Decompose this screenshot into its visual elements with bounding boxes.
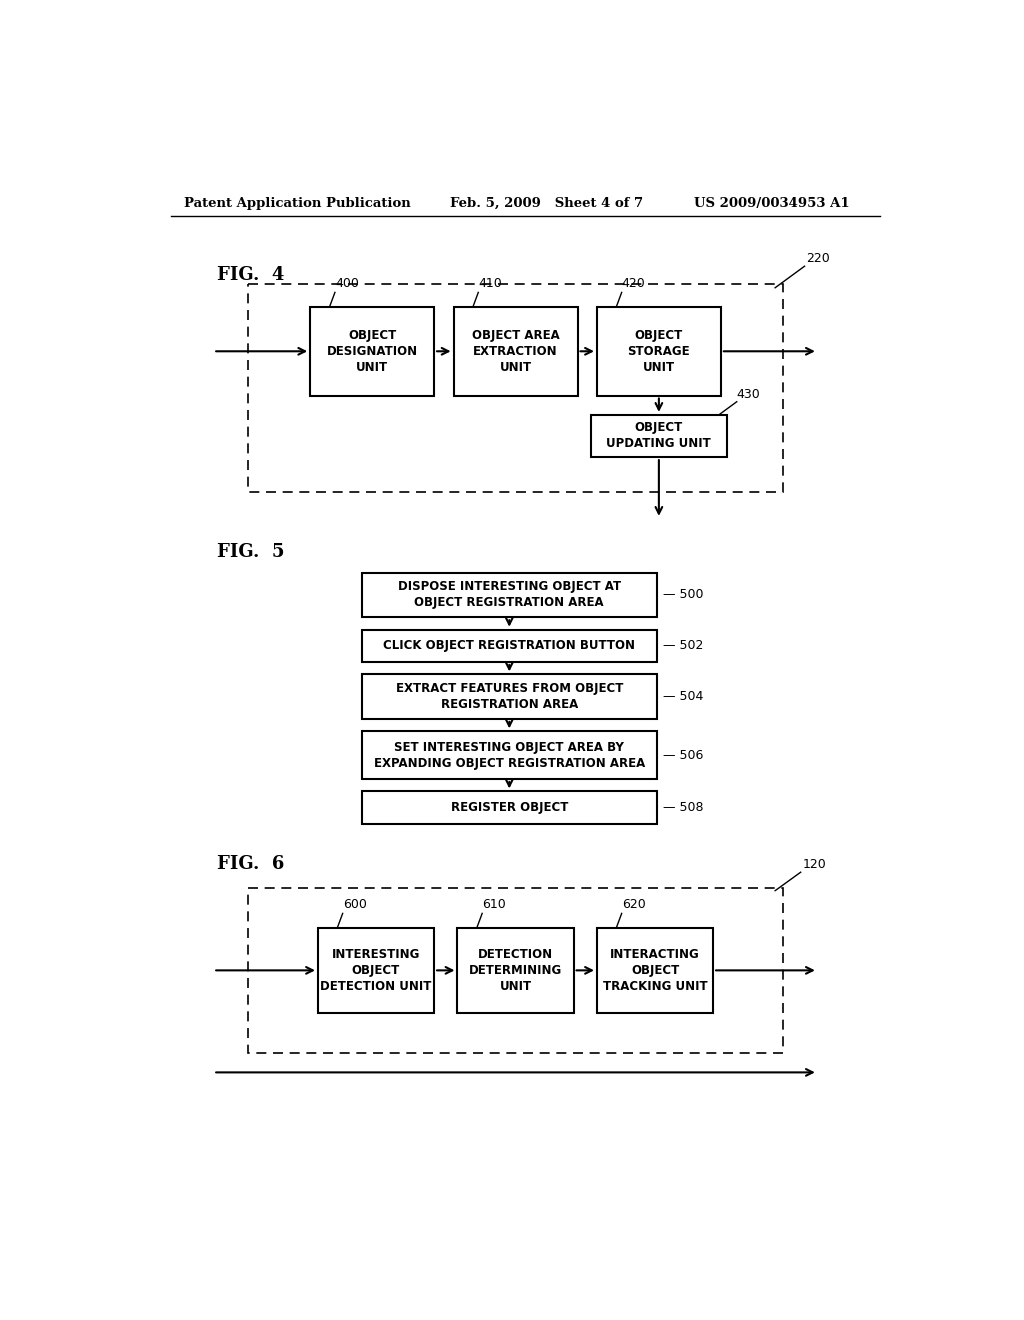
Text: DETECTION
DETERMINING
UNIT: DETECTION DETERMINING UNIT — [469, 948, 562, 993]
Bar — [310, 308, 434, 396]
Text: SET INTERESTING OBJECT AREA BY
EXPANDING OBJECT REGISTRATION AREA: SET INTERESTING OBJECT AREA BY EXPANDING… — [374, 741, 645, 770]
Bar — [362, 675, 656, 719]
Text: — 504: — 504 — [663, 690, 703, 704]
Text: Feb. 5, 2009   Sheet 4 of 7: Feb. 5, 2009 Sheet 4 of 7 — [450, 197, 643, 210]
Text: — 500: — 500 — [663, 589, 703, 602]
Text: 410: 410 — [478, 277, 502, 290]
Text: CLICK OBJECT REGISTRATION BUTTON: CLICK OBJECT REGISTRATION BUTTON — [383, 639, 635, 652]
Text: — 502: — 502 — [663, 639, 703, 652]
Bar — [362, 573, 656, 618]
Text: — 506: — 506 — [663, 748, 703, 762]
Text: 400: 400 — [335, 277, 358, 290]
Bar — [458, 928, 573, 1012]
Text: OBJECT
STORAGE
UNIT: OBJECT STORAGE UNIT — [628, 329, 690, 374]
Text: EXTRACT FEATURES FROM OBJECT
REGISTRATION AREA: EXTRACT FEATURES FROM OBJECT REGISTRATIO… — [395, 682, 623, 711]
Bar — [362, 630, 656, 663]
Text: 420: 420 — [622, 277, 645, 290]
Text: OBJECT
DESIGNATION
UNIT: OBJECT DESIGNATION UNIT — [327, 329, 418, 374]
Text: FIG.  4: FIG. 4 — [217, 267, 285, 284]
Text: 220: 220 — [806, 252, 829, 264]
Text: 120: 120 — [802, 858, 826, 871]
Text: US 2009/0034953 A1: US 2009/0034953 A1 — [693, 197, 849, 210]
Bar — [362, 792, 656, 824]
Bar — [597, 308, 721, 396]
Bar — [362, 731, 656, 779]
Text: — 508: — 508 — [663, 801, 703, 814]
Text: FIG.  6: FIG. 6 — [217, 855, 285, 874]
Text: Patent Application Publication: Patent Application Publication — [183, 197, 411, 210]
Bar — [248, 284, 783, 492]
Bar — [317, 928, 434, 1012]
Text: INTERESTING
OBJECT
DETECTION UNIT: INTERESTING OBJECT DETECTION UNIT — [321, 948, 432, 993]
Text: INTERACTING
OBJECT
TRACKING UNIT: INTERACTING OBJECT TRACKING UNIT — [603, 948, 708, 993]
Bar — [248, 887, 783, 1053]
Text: OBJECT AREA
EXTRACTION
UNIT: OBJECT AREA EXTRACTION UNIT — [472, 329, 559, 374]
Text: 620: 620 — [622, 898, 645, 911]
Bar — [597, 928, 713, 1012]
Text: OBJECT
UPDATING UNIT: OBJECT UPDATING UNIT — [606, 421, 712, 450]
Text: FIG.  5: FIG. 5 — [217, 544, 285, 561]
Text: 430: 430 — [736, 388, 761, 401]
Text: DISPOSE INTERESTING OBJECT AT
OBJECT REGISTRATION AREA: DISPOSE INTERESTING OBJECT AT OBJECT REG… — [397, 581, 621, 610]
Bar — [591, 414, 727, 457]
Text: 610: 610 — [482, 898, 506, 911]
Bar — [454, 308, 578, 396]
Text: REGISTER OBJECT: REGISTER OBJECT — [451, 801, 568, 814]
Text: 600: 600 — [343, 898, 367, 911]
